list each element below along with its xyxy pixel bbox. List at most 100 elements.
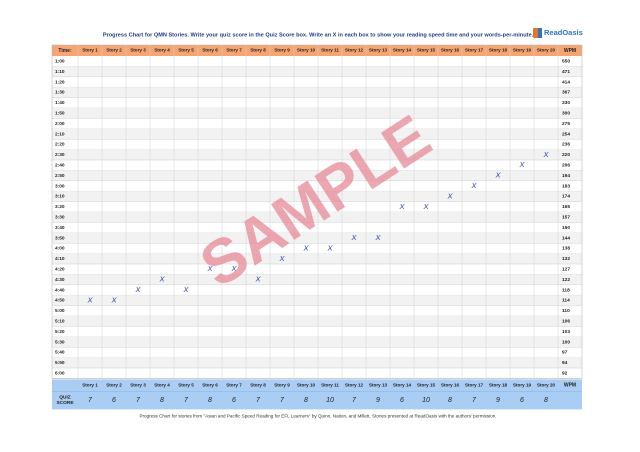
time-label: 4:40 (55, 287, 65, 293)
story-header: Story 5 (178, 48, 194, 53)
quiz-score: 9 (496, 397, 500, 404)
story-header: Story 1 (82, 48, 98, 53)
wpm-label: 300 (562, 110, 570, 116)
wpm-label: 174 (562, 194, 570, 200)
wpm-label: 550 (562, 58, 570, 64)
story-header: Story 3 (130, 48, 146, 53)
wpm-header: WPM (564, 48, 576, 54)
row-band (52, 295, 582, 306)
wpm-label: 414 (562, 79, 570, 85)
wpm-label: 138 (562, 246, 570, 252)
story-footer-label: Story 20 (537, 383, 556, 388)
quiz-score: 9 (376, 397, 380, 404)
story-header: Story 4 (154, 48, 170, 53)
quiz-score: 6 (520, 397, 524, 404)
wpm-label: 127 (562, 266, 570, 272)
wpm-label: 471 (562, 69, 570, 75)
time-label: 2:50 (55, 173, 65, 179)
wpm-label: 94 (562, 360, 568, 366)
story-footer-label: Story 12 (345, 383, 364, 388)
story-header: Story 20 (537, 48, 556, 53)
row-band (52, 274, 582, 285)
time-label: 1:40 (55, 100, 65, 106)
quiz-score: 8 (208, 397, 212, 404)
wpm-label: 150 (562, 225, 570, 231)
quiz-score: 6 (400, 397, 404, 404)
x-mark: X (278, 254, 285, 263)
row-band (52, 149, 582, 160)
time-label: 5:20 (55, 329, 65, 335)
x-mark: X (446, 191, 453, 200)
grid-border (51, 44, 583, 379)
logo: ReadOasis (544, 28, 583, 37)
quiz-score: 8 (160, 397, 164, 404)
footer: Progress Chart for stories from "Asian a… (139, 414, 496, 419)
story-footer-label: Story 14 (393, 383, 412, 388)
time-label: 2:40 (55, 162, 65, 168)
wpm-label: 118 (562, 287, 570, 293)
quiz-score: 7 (88, 397, 93, 404)
score-band (52, 379, 582, 410)
time-label: 1:20 (55, 79, 65, 85)
story-header: Story 17 (465, 48, 484, 53)
x-mark: X (158, 275, 165, 284)
quiz-score: 6 (232, 397, 236, 404)
quiz-score: 7 (352, 397, 357, 404)
quiz-score: 7 (184, 397, 189, 404)
x-mark: X (230, 264, 237, 273)
story-footer-label: Story 3 (130, 383, 146, 388)
wpm-label: 165 (562, 204, 570, 210)
row-band (52, 170, 582, 181)
wpm-label: 97 (562, 350, 568, 356)
time-label: 3:50 (55, 235, 65, 241)
wpm-label: 275 (562, 121, 570, 127)
x-mark: X (374, 233, 381, 242)
row-band (52, 357, 582, 368)
story-footer-label: Story 11 (321, 383, 339, 388)
story-header: Story 18 (489, 48, 508, 53)
story-header: Story 12 (345, 48, 364, 53)
quiz-score: 10 (326, 397, 334, 404)
time-label: 5:00 (55, 308, 65, 314)
story-footer-label: Story 8 (250, 383, 266, 388)
x-mark: X (302, 243, 309, 252)
quiz-score: 7 (136, 397, 141, 404)
wpm-label: 92 (562, 370, 568, 376)
quiz-score: 8 (448, 397, 452, 404)
row-band (52, 87, 582, 98)
wpm-label: 114 (562, 298, 570, 304)
row-band (52, 128, 582, 140)
wpm-footer-header: WPM (564, 383, 576, 389)
story-footer-label: Story 13 (369, 383, 388, 388)
x-mark: X (86, 295, 93, 304)
story-footer-label: Story 2 (106, 383, 122, 388)
time-label: 1:50 (55, 110, 65, 116)
wpm-label: 132 (562, 256, 570, 262)
quiz-score: 10 (422, 397, 430, 404)
wpm-label: 157 (562, 214, 570, 220)
story-header: Story 10 (297, 48, 316, 53)
x-mark: X (470, 181, 477, 190)
row-band (52, 191, 582, 202)
quiz-score: 7 (256, 397, 261, 404)
quiz-header-line: SCORE (56, 400, 74, 406)
story-footer-label: Story 9 (274, 383, 290, 388)
quiz-score: 8 (304, 397, 308, 404)
story-footer-label: Story 10 (297, 383, 316, 388)
time-label: 4:30 (55, 277, 65, 283)
row-band (52, 253, 582, 264)
time-label: 1:30 (55, 90, 65, 96)
x-mark: X (422, 202, 429, 211)
x-mark: X (326, 243, 333, 252)
row-band (52, 316, 582, 327)
time-label: 2:00 (55, 121, 65, 127)
story-header: Story 9 (274, 48, 290, 53)
x-mark: X (254, 275, 261, 284)
quiz-score: 8 (544, 397, 548, 404)
time-label: 5:50 (55, 360, 65, 366)
x-mark: X (206, 264, 213, 273)
time-header: Time: (58, 48, 72, 54)
wpm-label: 100 (562, 339, 570, 345)
